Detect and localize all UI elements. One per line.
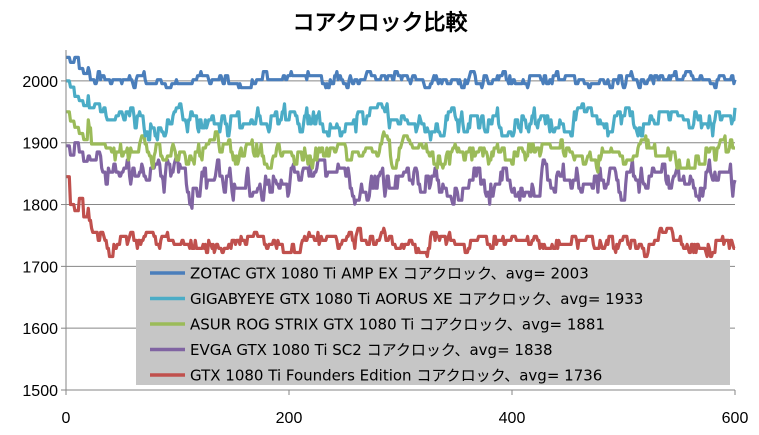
chart-title: コアクロック比較 xyxy=(293,10,469,36)
y-tick-label: 2000 xyxy=(22,74,58,91)
y-tick-label: 1500 xyxy=(22,383,58,400)
legend-items: ZOTAC GTX 1080 Ti AMP EX コアクロック、avg= 200… xyxy=(150,265,643,385)
y-tick-label: 1600 xyxy=(22,321,58,338)
legend: ZOTAC GTX 1080 Ti AMP EX コアクロック、avg= 200… xyxy=(136,260,730,385)
legend-label: EVGA GTX 1080 Ti SC2 コアクロック、avg= 1838 xyxy=(190,341,553,359)
x-tick-label: 200 xyxy=(276,410,303,427)
legend-box xyxy=(136,260,730,385)
x-tick-label: 400 xyxy=(499,410,526,427)
series-line xyxy=(65,141,737,210)
x-tick-label: 0 xyxy=(62,410,71,427)
legend-label: GTX 1080 Ti Founders Edition コアクロック、avg=… xyxy=(190,367,602,385)
legend-label: GIGABYEYE GTX 1080 Ti AORUS XE コアクロック、av… xyxy=(190,290,643,308)
series-line xyxy=(65,79,737,142)
x-tick-label: 600 xyxy=(722,410,749,427)
series-line xyxy=(65,55,737,90)
legend-label: ZOTAC GTX 1080 Ti AMP EX コアクロック、avg= 200… xyxy=(190,265,589,283)
series-line xyxy=(65,110,736,174)
y-tick-label: 1800 xyxy=(22,198,58,215)
x-axis-ticks: 0 200 400 600 xyxy=(62,390,749,427)
axes xyxy=(65,50,735,391)
y-tick-label: 1900 xyxy=(22,136,58,153)
series-line xyxy=(65,175,736,259)
y-tick-label: 1700 xyxy=(22,259,58,276)
series-lines xyxy=(65,55,737,259)
y-axis-ticks: 1500 1600 1700 1800 1900 2000 xyxy=(22,74,66,400)
legend-label: ASUR ROG STRIX GTX 1080 Ti コアクロック、avg= 1… xyxy=(190,316,605,334)
